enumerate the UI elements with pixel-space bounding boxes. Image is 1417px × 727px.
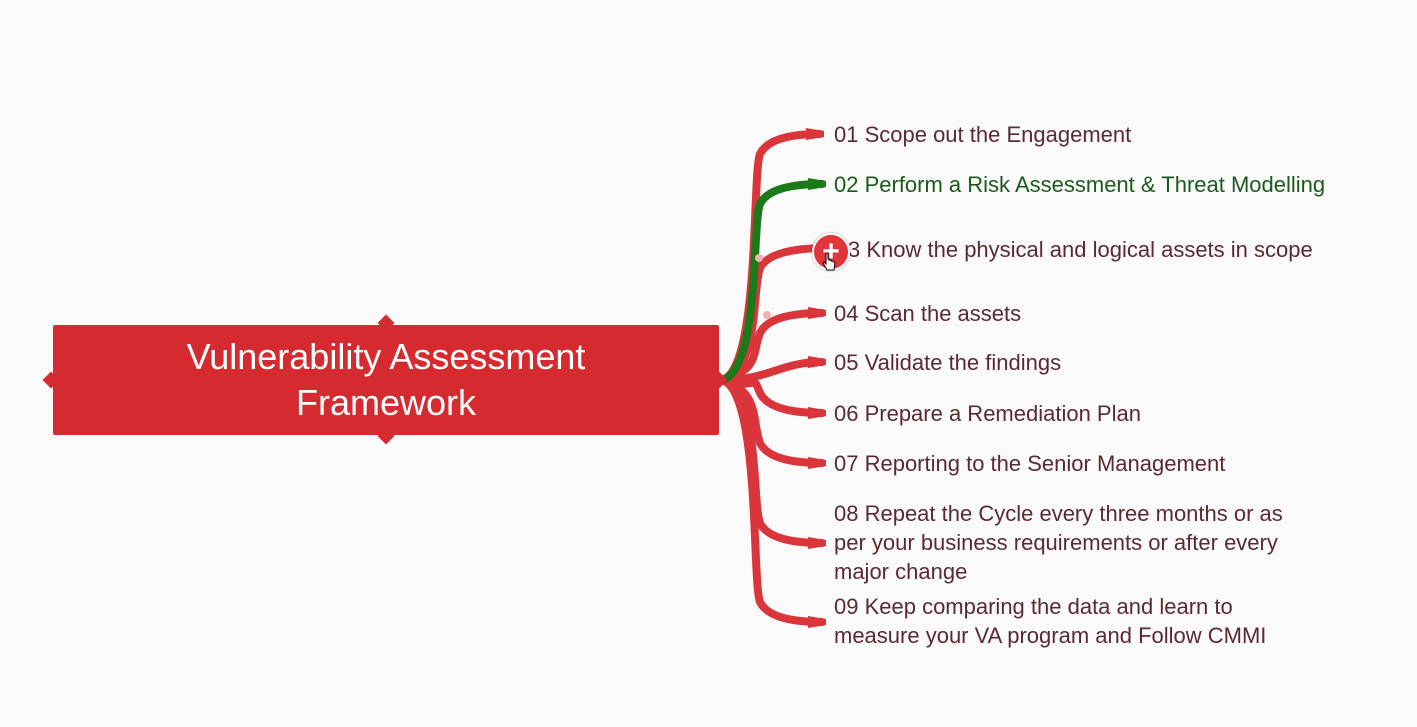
- branch-tip-09: [808, 616, 826, 628]
- branch-connector-09: [718, 376, 826, 626]
- add-topic-button[interactable]: +: [812, 233, 850, 271]
- branch-tip-05: [808, 356, 826, 368]
- branch-tip-01: [806, 128, 824, 140]
- branch-09-label[interactable]: 09 Keep comparing the data and learn to …: [834, 594, 1267, 648]
- branch-01-label[interactable]: 01 Scope out the Engagement: [834, 122, 1132, 147]
- branch-tip-07: [808, 457, 826, 469]
- connector-dot-2: [763, 311, 771, 319]
- branch-03-label[interactable]: 3 Know the physical and logical assets i…: [848, 237, 1313, 262]
- branch-connector-04: [718, 309, 826, 384]
- branch-connector-06: [718, 376, 826, 417]
- branch-06-label[interactable]: 06 Prepare a Remediation Plan: [834, 401, 1141, 426]
- branch-tip-06: [808, 407, 826, 419]
- branch-tip-08: [808, 537, 826, 549]
- branch-02-label[interactable]: 02 Perform a Risk Assessment & Threat Mo…: [834, 172, 1326, 197]
- branch-tip-04: [808, 307, 826, 319]
- branch-04-label[interactable]: 04 Scan the assets: [834, 301, 1022, 326]
- branch-connector-02: [718, 180, 826, 384]
- branch-connector-07: [718, 376, 826, 467]
- connector-dot-1: [755, 254, 763, 262]
- branch-05-label[interactable]: 05 Validate the findings: [834, 350, 1062, 375]
- branch-07-label[interactable]: 07 Reporting to the Senior Management: [834, 451, 1226, 476]
- branch-08-label[interactable]: 08 Repeat the Cycle every three months o…: [834, 501, 1283, 584]
- plus-icon: +: [822, 235, 840, 268]
- branch-tip-02: [808, 178, 826, 190]
- root-node[interactable]: [53, 325, 719, 435]
